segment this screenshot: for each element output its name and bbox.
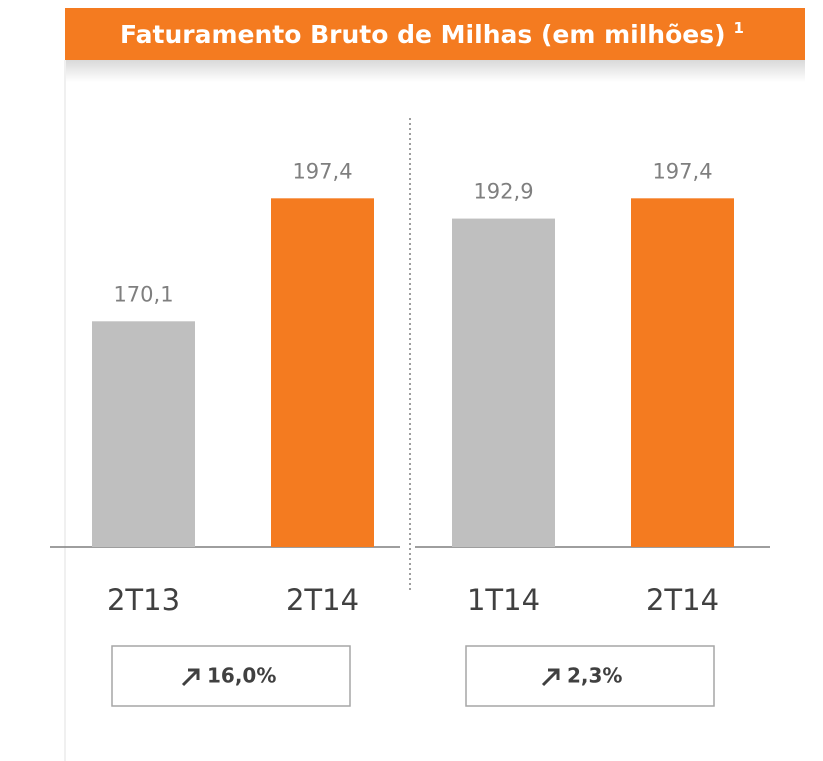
value-label: 197,4 xyxy=(652,159,712,183)
bar xyxy=(92,321,195,547)
up-arrow xyxy=(181,668,200,687)
change-box xyxy=(111,645,351,707)
bar xyxy=(271,198,374,548)
change-box xyxy=(465,645,715,707)
title-note: 1 xyxy=(734,19,744,37)
change-label: 16,0% xyxy=(207,664,276,688)
change-label: 2,3% xyxy=(567,664,622,688)
bar xyxy=(452,218,555,547)
value-label: 192,9 xyxy=(473,180,533,204)
header-bar xyxy=(65,8,805,60)
title-text: Faturamento Bruto de Milhas (em milhões) xyxy=(120,20,725,49)
up-arrow xyxy=(541,668,560,687)
header-shadow xyxy=(65,60,805,82)
x-tick-label: 2T14 xyxy=(646,583,719,617)
chart-title: Faturamento Bruto de Milhas (em milhões)… xyxy=(120,19,744,50)
x-tick-label: 2T14 xyxy=(286,583,359,617)
value-label: 170,1 xyxy=(113,282,173,306)
x-tick-label: 2T13 xyxy=(107,583,180,617)
x-tick-label: 1T14 xyxy=(467,583,540,617)
value-label: 197,4 xyxy=(292,159,352,183)
bar xyxy=(631,198,734,548)
